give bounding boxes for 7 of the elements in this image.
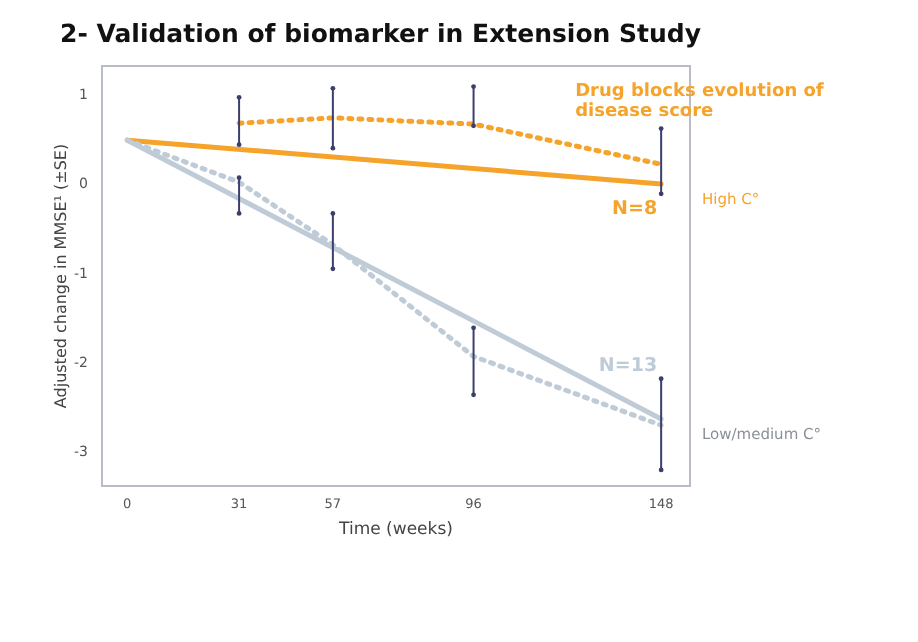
line-series [236,115,664,167]
annotation: Drug blocks evolution of disease score [575,82,824,123]
y-axis-title: Adjusted change in MMSE¹ (±SE) [52,143,70,409]
annotation: N=13 [598,354,658,377]
x-axis-title: Time (weeks) [337,520,453,540]
annotation: N=8 [612,197,658,220]
chart-title: 2- Validation of biomarker in Extension Study [60,18,702,48]
